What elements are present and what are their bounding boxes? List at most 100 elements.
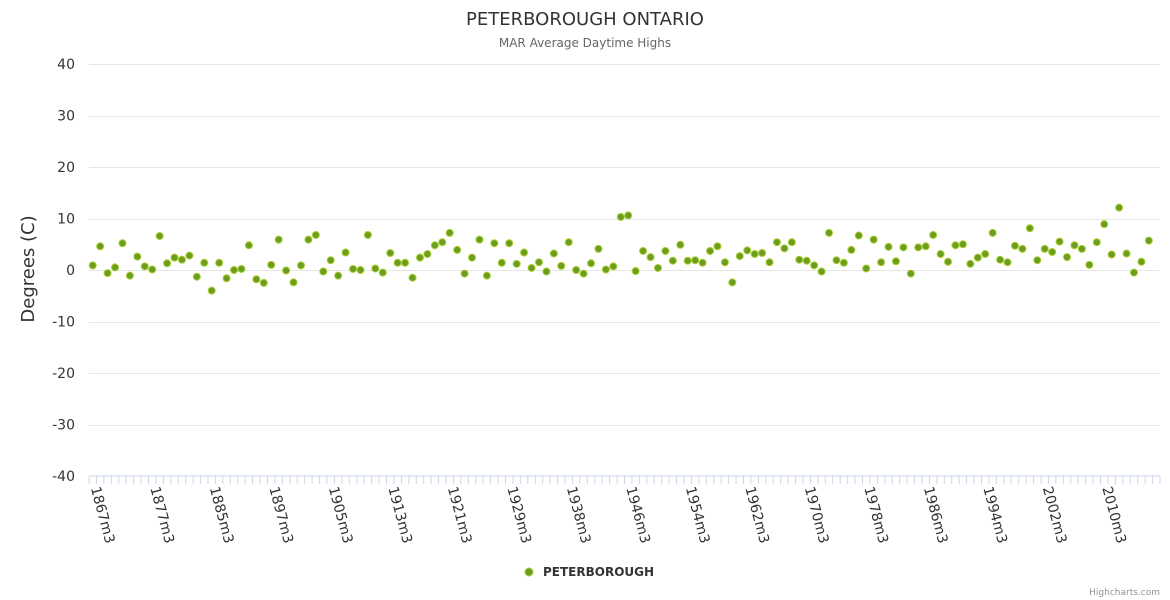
data-point[interactable] (698, 258, 707, 267)
data-point[interactable] (401, 258, 410, 267)
data-point[interactable] (735, 252, 744, 261)
data-point[interactable] (319, 267, 328, 276)
data-point[interactable] (475, 235, 484, 244)
legend[interactable]: PETERBOROUGH (524, 565, 654, 579)
data-point[interactable] (572, 266, 581, 274)
data-point[interactable] (899, 243, 908, 252)
data-point[interactable] (1137, 257, 1146, 266)
data-point[interactable] (1010, 241, 1019, 250)
data-point[interactable] (802, 256, 811, 265)
data-point[interactable] (743, 246, 752, 255)
data-point[interactable] (616, 212, 625, 221)
data-point[interactable] (758, 249, 767, 258)
data-point[interactable] (706, 246, 715, 255)
data-point[interactable] (639, 246, 648, 255)
data-point[interactable] (140, 262, 149, 271)
data-point[interactable] (542, 267, 551, 276)
data-point[interactable] (133, 252, 142, 261)
data-point[interactable] (676, 240, 685, 249)
data-point[interactable] (96, 242, 105, 251)
legend-item-peterborough[interactable]: PETERBOROUGH (543, 565, 654, 579)
data-point[interactable] (750, 250, 759, 259)
data-point[interactable] (966, 259, 975, 268)
data-point[interactable] (564, 238, 573, 247)
data-point[interactable] (795, 255, 804, 264)
data-point[interactable] (1040, 244, 1049, 253)
data-point[interactable] (125, 271, 134, 280)
data-point[interactable] (215, 258, 224, 267)
data-point[interactable] (163, 259, 172, 268)
data-point[interactable] (1025, 224, 1034, 233)
data-point[interactable] (728, 278, 737, 287)
data-point[interactable] (772, 238, 781, 247)
data-point[interactable] (282, 266, 291, 275)
data-point[interactable] (720, 258, 729, 267)
data-point[interactable] (557, 261, 566, 270)
data-point[interactable] (653, 263, 662, 272)
data-point[interactable] (832, 256, 841, 265)
data-point[interactable] (631, 267, 640, 276)
data-point[interactable] (341, 248, 350, 257)
data-point[interactable] (1092, 238, 1101, 247)
data-point[interactable] (207, 286, 216, 295)
data-point[interactable] (118, 239, 127, 248)
data-point[interactable] (579, 269, 588, 278)
data-point[interactable] (259, 278, 268, 287)
data-point[interactable] (490, 239, 499, 248)
data-point[interactable] (854, 231, 863, 240)
data-point[interactable] (996, 255, 1005, 264)
data-point[interactable] (460, 269, 469, 278)
credits-link[interactable]: Highcharts.com (1089, 588, 1160, 598)
data-point[interactable] (274, 235, 283, 244)
data-point[interactable] (587, 259, 596, 268)
data-point[interactable] (505, 239, 514, 248)
data-point[interactable] (891, 257, 900, 266)
data-point[interactable] (177, 255, 186, 264)
data-point[interactable] (825, 228, 834, 237)
data-point[interactable] (520, 248, 529, 257)
data-point[interactable] (691, 256, 700, 265)
data-point[interactable] (148, 265, 157, 274)
data-point[interactable] (311, 230, 320, 239)
data-point[interactable] (296, 261, 305, 270)
data-point[interactable] (1048, 247, 1057, 256)
data-point[interactable] (1115, 203, 1124, 212)
data-point[interactable] (497, 258, 506, 267)
data-point[interactable] (453, 245, 462, 254)
data-point[interactable] (445, 228, 454, 237)
data-point[interactable] (549, 249, 558, 258)
data-point[interactable] (527, 263, 536, 272)
data-point[interactable] (944, 257, 953, 266)
data-point[interactable] (363, 230, 372, 239)
data-point[interactable] (103, 269, 112, 278)
data-point[interactable] (869, 235, 878, 244)
data-point[interactable] (921, 242, 930, 251)
data-point[interactable] (988, 228, 997, 237)
data-point[interactable] (765, 258, 774, 267)
data-point[interactable] (1070, 241, 1079, 250)
data-point[interactable] (393, 258, 402, 267)
data-point[interactable] (624, 211, 633, 220)
data-point[interactable] (378, 268, 387, 277)
data-point[interactable] (1003, 258, 1012, 267)
data-point[interactable] (877, 258, 886, 267)
data-point[interactable] (668, 256, 677, 265)
data-point[interactable] (482, 271, 491, 280)
data-point[interactable] (1063, 253, 1072, 262)
data-point[interactable] (200, 258, 209, 267)
data-point[interactable] (951, 241, 960, 250)
data-point[interactable] (267, 260, 276, 269)
data-point[interactable] (88, 261, 97, 270)
data-point[interactable] (981, 250, 990, 259)
data-point[interactable] (356, 266, 365, 274)
data-point[interactable] (906, 269, 915, 278)
data-point[interactable] (817, 267, 826, 276)
data-point[interactable] (884, 242, 893, 251)
data-point[interactable] (609, 262, 618, 271)
data-point[interactable] (534, 258, 543, 267)
data-point[interactable] (683, 256, 692, 265)
data-point[interactable] (349, 264, 358, 273)
data-point[interactable] (185, 251, 194, 260)
data-point[interactable] (415, 253, 424, 262)
data-point[interactable] (408, 273, 417, 282)
